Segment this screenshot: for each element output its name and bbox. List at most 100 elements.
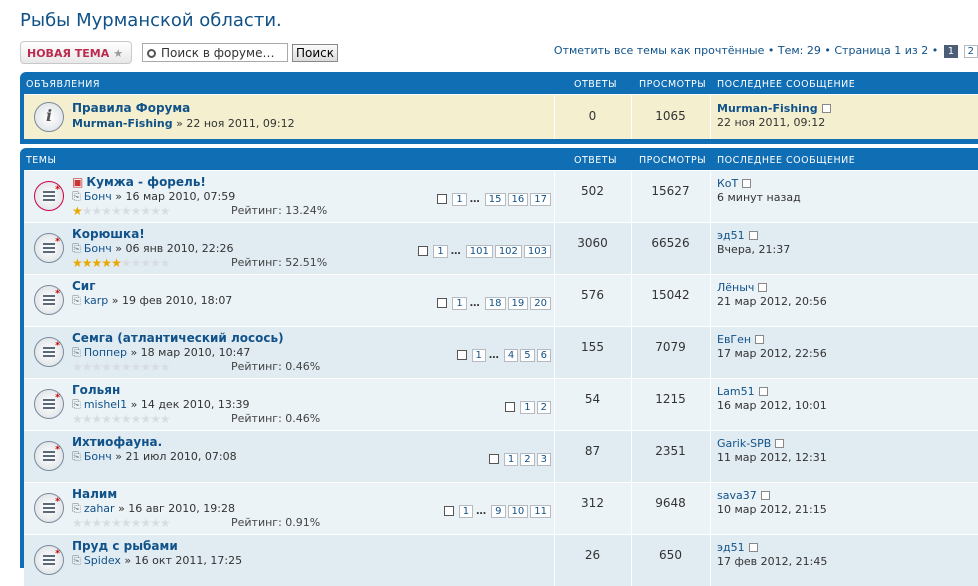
topic-title-link[interactable]: Корюшка! [72,227,145,241]
views-count: 9648 [655,496,686,510]
last-post-author[interactable]: Garik-SPB [717,437,772,450]
topic-page-link[interactable]: 10 [507,505,529,518]
views-count: 1215 [655,392,686,406]
topic-author-link[interactable]: karp [83,294,109,307]
topic-meta: ⎘ Бонч » 06 янв 2010, 22:26 [72,242,233,256]
topic-page-link[interactable]: 2 [520,453,535,466]
topic-date: » 14 дек 2010, 13:39 [130,398,250,411]
topic-page-link[interactable]: 2 [536,401,551,414]
last-post-author[interactable]: ЕвГен [717,333,752,346]
topic-author-link[interactable]: mishel1 [83,398,128,411]
rating-stars[interactable]: ★★★★★★★★★★ [72,360,171,374]
topic-page-link[interactable]: 16 [507,193,529,206]
rating-stars[interactable]: ★★★★★★★★★★ [72,204,171,218]
last-post-author[interactable]: эд51 [717,541,745,554]
topic-status-icon: * [34,285,64,315]
search-icon [147,49,156,58]
goto-last-post-icon[interactable] [742,179,752,188]
topic-author-link[interactable]: zahar [83,502,115,515]
goto-last-post-icon[interactable] [748,543,758,552]
last-post-author[interactable]: Лёныч [717,281,755,294]
topic-author-link[interactable]: Spidex [83,554,121,567]
topic-title-link[interactable]: Семга (атлантический лосось) [72,331,284,345]
topic-page-link[interactable]: 101 [465,245,493,258]
last-post-author[interactable]: Murman-Fishing [717,102,818,115]
pages-icon [488,454,499,464]
rating-stars[interactable]: ★★★★★★★★★★ [72,516,171,530]
topic-author-link[interactable]: Бонч [83,450,112,463]
topic-pagination: 1… 15 16 17 [437,192,551,206]
topic-author-link[interactable]: Бонч [83,190,112,203]
topic-status-icon: * [34,389,64,419]
topic-page-link[interactable]: 6 [536,349,551,362]
topic-author-link[interactable]: Поппер [83,346,127,359]
header-replies: ОТВЕТЫ [574,79,617,90]
topic-page-link[interactable]: 1 [458,505,474,518]
page-link[interactable]: 2 [963,45,978,58]
topic-page-link[interactable]: 1 [452,297,467,310]
goto-last-post-icon[interactable] [758,387,768,396]
topic-title-link[interactable]: Ихтиофауна. [72,435,163,449]
topic-page-link[interactable]: 1 [433,245,448,258]
topic-title-link[interactable]: Пруд с рыбами [72,539,178,553]
rating-stars[interactable]: ★★★★★★★★★★ [72,412,171,426]
rating-text: Рейтинг: 13.24% [231,204,328,217]
topic-page-link[interactable]: 9 [491,505,506,518]
topic-title-link[interactable]: Налим [72,487,118,501]
topic-page-link[interactable]: 102 [494,245,522,258]
last-post-author[interactable]: КоТ [717,177,739,190]
mark-read-link[interactable]: Отметить все темы как прочтённые [553,44,765,57]
last-post-author[interactable]: Lam51 [717,385,755,398]
goto-last-post-icon[interactable] [748,231,758,240]
topic-page-link[interactable]: 18 [484,297,506,310]
topic-page-link[interactable]: 19 [507,297,529,310]
rating-stars[interactable]: ★★★★★★★★★★ [72,256,171,270]
search-button[interactable]: Поиск [292,44,338,62]
topic-author-link[interactable]: Бонч [83,242,112,255]
topic-title-link[interactable]: Сиг [72,279,96,293]
topic-date: » 22 ноя 2011, 09:12 [176,117,295,130]
topic-page-link[interactable]: 17 [530,193,551,206]
goto-last-post-icon[interactable] [821,104,831,113]
pages-ellipsis: … [450,246,461,257]
search-input[interactable]: Поиск в форуме… [142,43,288,62]
header-replies: ОТВЕТЫ [574,155,617,166]
last-post: эд51 Вчера, 21:37 [717,229,790,256]
goto-last-post-icon[interactable] [775,439,785,448]
topic-title-link[interactable]: Гольян [72,383,121,397]
page-link-current[interactable]: 1 [943,45,959,58]
topic-page-link[interactable]: 4 [503,349,519,362]
topic-page-link[interactable]: 1 [520,401,535,414]
pages-icon [456,350,467,360]
topic-page-link[interactable]: 5 [520,349,535,362]
page-title: Рыбы Мурманской области. [20,10,282,31]
views-count: 15042 [651,288,690,302]
topic-page-link[interactable]: 15 [484,193,506,206]
topic-date: » 18 мар 2010, 10:47 [130,346,251,359]
topic-page-link[interactable]: 1 [452,193,467,206]
goto-last-post-icon[interactable] [758,283,768,292]
goto-last-post-icon[interactable] [760,491,770,500]
topic-title-wrap: Семга (атлантический лосось) [72,331,284,345]
topic-page-link[interactable]: 20 [530,297,551,310]
divider [710,223,711,274]
topic-date: » 06 янв 2010, 22:26 [115,242,234,255]
topic-author-link[interactable]: Murman-Fishing [72,117,173,130]
page-info: Страница 1 из 2 [834,44,929,57]
last-post-author[interactable]: sava37 [717,489,757,502]
topic-page-link[interactable]: 11 [530,505,551,518]
header-views: ПРОСМОТРЫ [639,155,707,166]
topic-title-link[interactable]: Кумжа - форель! [86,175,206,189]
topic-page-link[interactable]: 1 [471,349,486,362]
topic-status-icon: * [34,337,64,367]
topic-page-link[interactable]: 103 [523,245,551,258]
topic-page-link[interactable]: 1 [503,453,519,466]
topic-title-link[interactable]: Правила Форума [72,101,191,115]
last-post-author[interactable]: эд51 [717,229,745,242]
topic-page-link[interactable]: 3 [536,453,551,466]
last-post: ЕвГен 17 мар 2012, 22:56 [717,333,827,360]
new-topic-button[interactable]: НОВАЯ ТЕМА ★ [20,41,132,64]
divider [631,171,632,222]
goto-last-post-icon[interactable] [755,335,765,344]
rating-text: Рейтинг: 52.51% [231,256,328,269]
